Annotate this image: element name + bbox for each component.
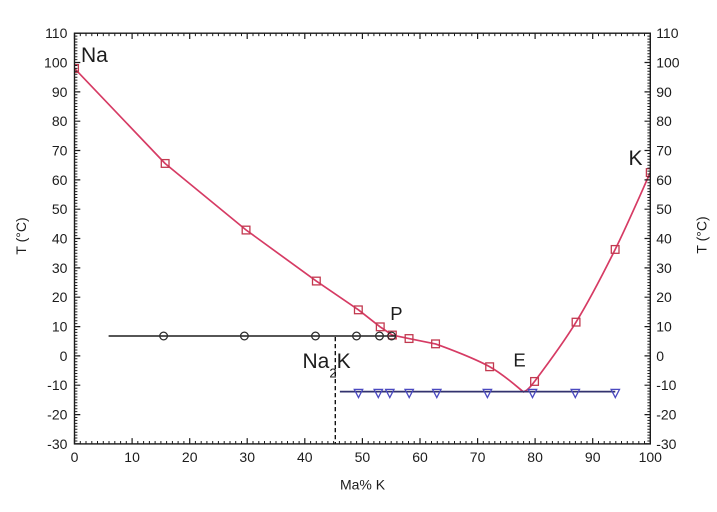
svg-text:10: 10 (52, 319, 68, 335)
svg-text:Ma% K: Ma% K (340, 476, 386, 492)
svg-text:E: E (513, 350, 525, 371)
svg-text:30: 30 (656, 260, 672, 276)
svg-text:40: 40 (297, 449, 313, 465)
svg-text:30: 30 (239, 449, 255, 465)
svg-text:70: 70 (52, 143, 68, 159)
svg-text:50: 50 (656, 201, 672, 217)
svg-text:40: 40 (52, 231, 68, 247)
svg-text:80: 80 (52, 113, 68, 129)
svg-text:70: 70 (470, 449, 486, 465)
svg-text:10: 10 (656, 319, 672, 335)
svg-text:-20: -20 (656, 407, 676, 423)
svg-text:90: 90 (52, 84, 68, 100)
svg-text:T (°C): T (°C) (13, 217, 29, 254)
svg-text:30: 30 (52, 260, 68, 276)
svg-text:100: 100 (656, 55, 680, 71)
svg-text:T (°C): T (°C) (693, 216, 709, 253)
svg-text:-10: -10 (656, 377, 676, 393)
svg-text:60: 60 (52, 172, 68, 188)
svg-text:70: 70 (656, 143, 672, 159)
svg-text:110: 110 (656, 25, 679, 41)
svg-text:-30: -30 (47, 436, 67, 452)
svg-text:100: 100 (639, 449, 663, 465)
svg-text:K: K (629, 147, 643, 170)
svg-text:110: 110 (45, 25, 68, 41)
svg-text:0: 0 (656, 348, 664, 364)
svg-text:10: 10 (124, 449, 140, 465)
svg-text:60: 60 (412, 449, 428, 465)
svg-text:90: 90 (585, 449, 601, 465)
svg-text:-30: -30 (656, 436, 676, 452)
svg-text:-10: -10 (47, 377, 67, 393)
svg-text:0: 0 (60, 348, 68, 364)
svg-text:40: 40 (656, 231, 672, 247)
svg-text:60: 60 (656, 172, 672, 188)
svg-text:80: 80 (656, 113, 672, 129)
svg-text:P: P (390, 303, 402, 324)
svg-text:50: 50 (355, 449, 371, 465)
svg-text:20: 20 (656, 289, 672, 305)
svg-text:20: 20 (182, 449, 198, 465)
svg-text:Na: Na (81, 44, 108, 67)
svg-text:20: 20 (52, 289, 68, 305)
svg-text:100: 100 (44, 55, 68, 71)
svg-text:90: 90 (656, 84, 672, 100)
svg-text:50: 50 (52, 201, 68, 217)
svg-text:-20: -20 (47, 407, 67, 423)
svg-text:80: 80 (527, 449, 543, 465)
svg-text:0: 0 (71, 449, 79, 465)
